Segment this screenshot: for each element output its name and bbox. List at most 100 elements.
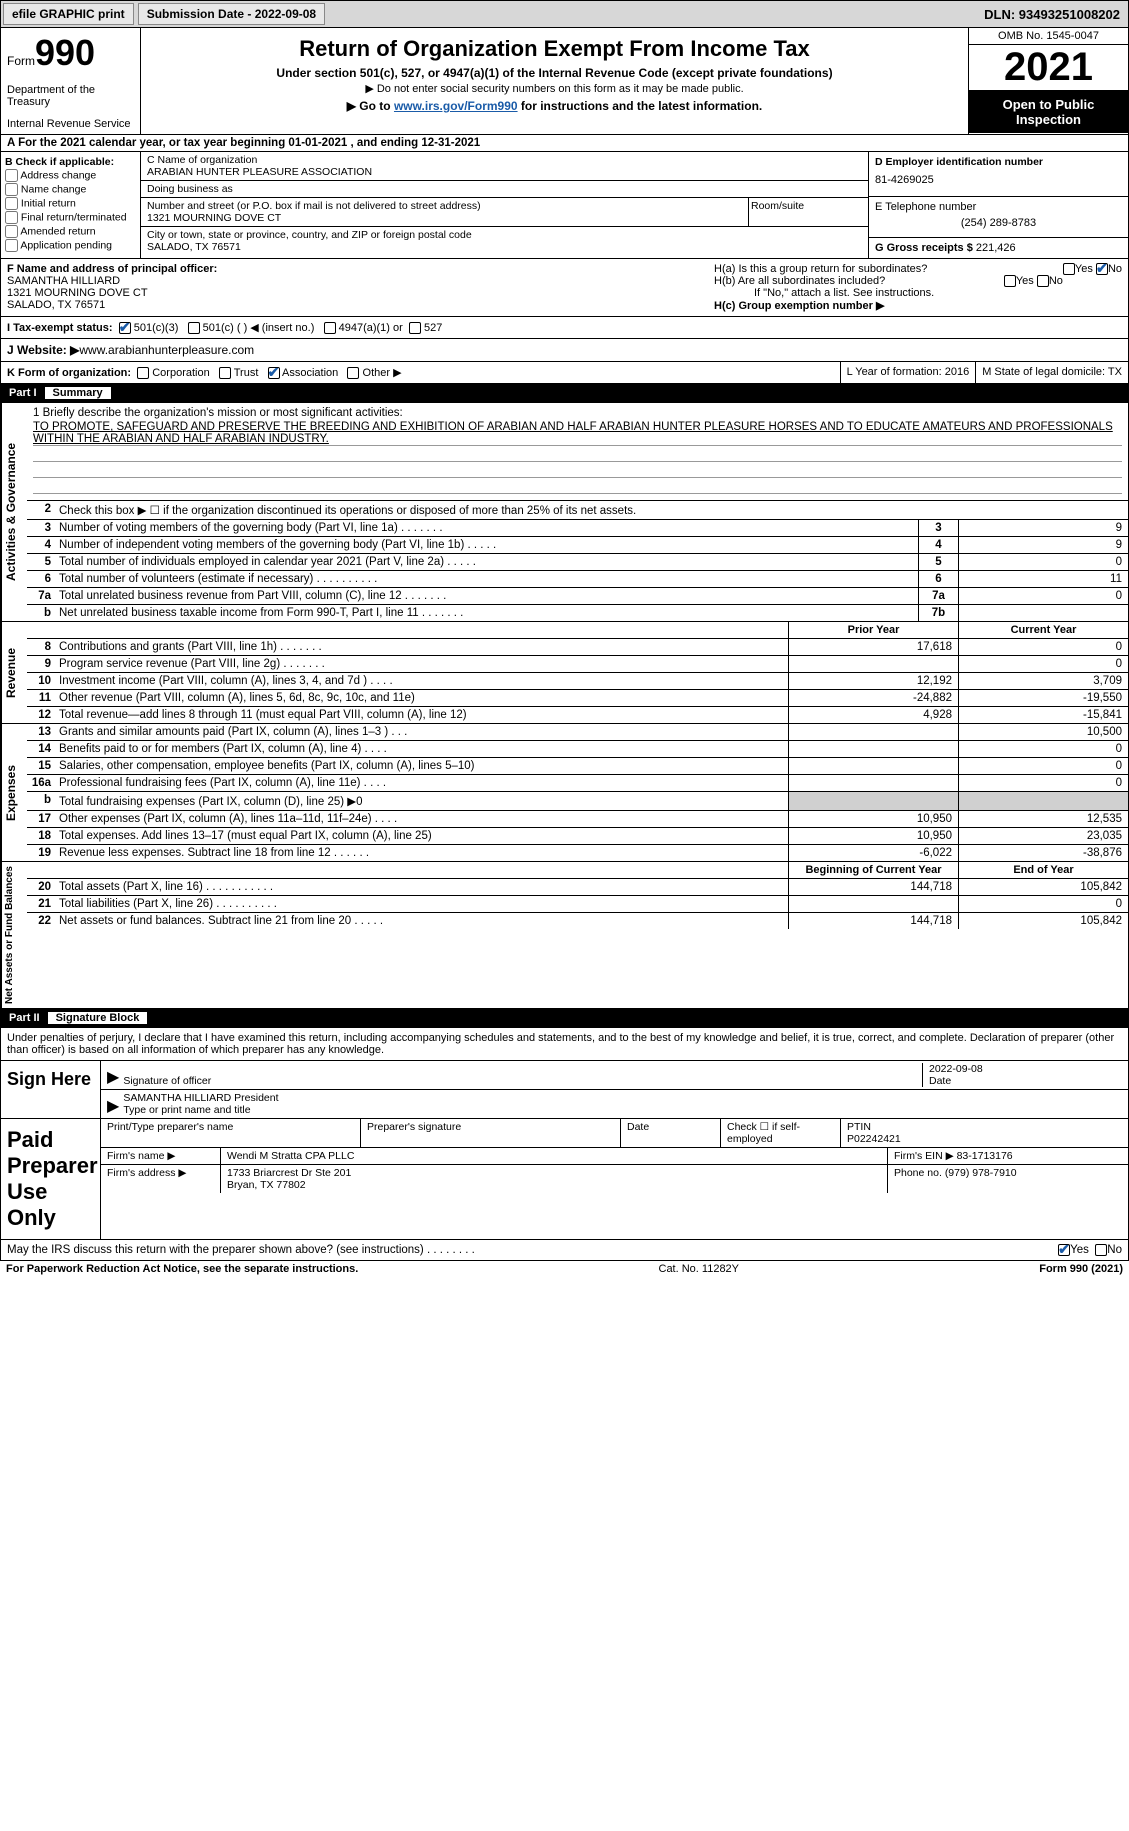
dln-label: DLN: 93493251008202 xyxy=(984,7,1128,22)
dept-treasury: Department of the Treasury xyxy=(7,84,134,108)
phone-value: (254) 289-8783 xyxy=(875,213,1122,233)
chk-address-change[interactable]: Address change xyxy=(5,169,136,182)
end-year-hdr: End of Year xyxy=(958,862,1128,878)
form-header: Form990 Department of the Treasury Inter… xyxy=(0,28,1129,135)
row-k: K Form of organization: Corporation Trus… xyxy=(0,362,1129,384)
firm-name: Wendi M Stratta CPA PLLC xyxy=(221,1148,888,1164)
discuss-row: May the IRS discuss this return with the… xyxy=(0,1240,1129,1261)
chk-501c[interactable] xyxy=(188,322,200,334)
gov-row: 5Total number of individuals employed in… xyxy=(27,554,1128,571)
efile-print-button[interactable]: efile GRAPHIC print xyxy=(3,3,134,25)
chk-amended[interactable]: Amended return xyxy=(5,225,136,238)
org-name: ARABIAN HUNTER PLEASURE ASSOCIATION xyxy=(147,166,862,178)
mission-block: 1 Briefly describe the organization's mi… xyxy=(27,403,1128,501)
data-row: 20Total assets (Part X, line 16) . . . .… xyxy=(27,879,1128,896)
sig-date: 2022-09-08 xyxy=(929,1063,983,1075)
submission-date-button[interactable]: Submission Date - 2022-09-08 xyxy=(138,3,325,25)
gov-row: 3Number of voting members of the governi… xyxy=(27,520,1128,537)
gross-receipts-value: 221,426 xyxy=(976,242,1016,254)
ha-yes[interactable] xyxy=(1063,263,1075,275)
hb-no[interactable] xyxy=(1037,275,1049,287)
part1-header: Part ISummary xyxy=(0,384,1129,403)
gov-row: 2Check this box ▶ ☐ if the organization … xyxy=(27,501,1128,520)
prep-date-hdr: Date xyxy=(621,1119,721,1147)
tax-year: 2021 xyxy=(969,45,1128,91)
omb-number: OMB No. 1545-0047 xyxy=(969,28,1128,45)
prep-name-hdr: Print/Type preparer's name xyxy=(101,1119,361,1147)
discuss-no[interactable] xyxy=(1095,1244,1107,1256)
chk-initial-return[interactable]: Initial return xyxy=(5,197,136,210)
discuss-yes[interactable] xyxy=(1058,1244,1070,1256)
state-domicile: M State of legal domicile: TX xyxy=(975,362,1128,383)
vtab-governance: Activities & Governance xyxy=(1,403,27,621)
ptin-value: P02242421 xyxy=(847,1133,901,1145)
ha-no[interactable] xyxy=(1096,263,1108,275)
street-address: 1321 MOURNING DOVE CT xyxy=(147,212,742,224)
data-row: 11Other revenue (Part VIII, column (A), … xyxy=(27,690,1128,707)
data-row: 17Other expenses (Part IX, column (A), l… xyxy=(27,811,1128,828)
hb-note: If "No," attach a list. See instructions… xyxy=(714,287,1122,299)
hb-yes[interactable] xyxy=(1004,275,1016,287)
gov-row: bNet unrelated business taxable income f… xyxy=(27,605,1128,621)
data-row: 12Total revenue—add lines 8 through 11 (… xyxy=(27,707,1128,723)
data-row: bTotal fundraising expenses (Part IX, co… xyxy=(27,792,1128,811)
form-org-label: K Form of organization: xyxy=(7,367,131,379)
irs-label: Internal Revenue Service xyxy=(7,118,134,130)
firm-addr1: 1733 Briarcrest Dr Ste 201 xyxy=(227,1167,351,1179)
firm-phone: (979) 978-7910 xyxy=(945,1167,1017,1179)
chk-other[interactable] xyxy=(347,367,359,379)
chk-assoc[interactable] xyxy=(268,367,280,379)
boxes-b-through-g: B Check if applicable: Address change Na… xyxy=(0,152,1129,259)
section-net-assets: Net Assets or Fund Balances Beginning of… xyxy=(0,862,1129,1009)
row-i: I Tax-exempt status: 501(c)(3) 501(c) ( … xyxy=(0,317,1129,339)
row-a-tax-year: A For the 2021 calendar year, or tax yea… xyxy=(0,135,1129,152)
cat-no: Cat. No. 11282Y xyxy=(659,1263,740,1275)
data-row: 14Benefits paid to or for members (Part … xyxy=(27,741,1128,758)
gov-row: 7aTotal unrelated business revenue from … xyxy=(27,588,1128,605)
gov-row: 4Number of independent voting members of… xyxy=(27,537,1128,554)
officer-name: SAMANTHA HILLIARD xyxy=(7,275,120,287)
open-inspection: Open to Public Inspection xyxy=(969,91,1128,133)
data-row: 18Total expenses. Add lines 13–17 (must … xyxy=(27,828,1128,845)
ssn-warning: ▶ Do not enter social security numbers o… xyxy=(145,82,964,95)
officer-printed-name: SAMANTHA HILLIARD President xyxy=(123,1092,278,1104)
chk-name-change[interactable]: Name change xyxy=(5,183,136,196)
data-row: 8Contributions and grants (Part VIII, li… xyxy=(27,639,1128,656)
tax-status-label: I Tax-exempt status: xyxy=(7,322,113,334)
top-toolbar: efile GRAPHIC print Submission Date - 20… xyxy=(0,0,1129,28)
firm-name-label: Firm's name ▶ xyxy=(101,1148,221,1164)
sign-here-block: Sign Here ▶ Signature of officer 2022-09… xyxy=(0,1061,1129,1119)
chk-527[interactable] xyxy=(409,322,421,334)
chk-trust[interactable] xyxy=(219,367,231,379)
ha-label: H(a) Is this a group return for subordin… xyxy=(714,263,927,275)
vtab-expenses: Expenses xyxy=(1,724,27,861)
data-row: 15Salaries, other compensation, employee… xyxy=(27,758,1128,775)
chk-4947[interactable] xyxy=(324,322,336,334)
city-state-zip: SALADO, TX 76571 xyxy=(147,241,862,253)
officer-label: F Name and address of principal officer: xyxy=(7,263,217,275)
hb-label: H(b) Are all subordinates included? xyxy=(714,275,885,287)
firm-addr-label: Firm's address ▶ xyxy=(101,1165,221,1193)
dba-label: Doing business as xyxy=(141,181,868,197)
prep-sig-hdr: Preparer's signature xyxy=(361,1119,621,1147)
arrow-icon: ▶ xyxy=(107,1067,119,1087)
form-title: Return of Organization Exempt From Incom… xyxy=(145,36,964,62)
section-expenses: Expenses 13Grants and similar amounts pa… xyxy=(0,724,1129,862)
form-word: Form xyxy=(7,54,35,68)
chk-501c3[interactable] xyxy=(119,322,131,334)
sig-officer-label: Signature of officer xyxy=(123,1075,922,1087)
box-b-header: B Check if applicable: xyxy=(5,156,136,168)
footer: For Paperwork Reduction Act Notice, see … xyxy=(0,1261,1129,1277)
paperwork-notice: For Paperwork Reduction Act Notice, see … xyxy=(6,1263,358,1275)
chk-final-return[interactable]: Final return/terminated xyxy=(5,211,136,224)
goto-line: ▶ Go to www.irs.gov/Form990 for instruct… xyxy=(145,99,964,113)
chk-app-pending[interactable]: Application pending xyxy=(5,239,136,252)
addr-label: Number and street (or P.O. box if mail i… xyxy=(147,200,742,212)
sign-here-label: Sign Here xyxy=(1,1061,101,1118)
chk-corp[interactable] xyxy=(137,367,149,379)
ein-label: D Employer identification number xyxy=(875,156,1122,168)
arrow-icon: ▶ xyxy=(107,1096,119,1116)
irs-link[interactable]: www.irs.gov/Form990 xyxy=(394,99,518,113)
part2-header: Part IISignature Block xyxy=(0,1009,1129,1028)
hc-label: H(c) Group exemption number ▶ xyxy=(714,300,884,312)
